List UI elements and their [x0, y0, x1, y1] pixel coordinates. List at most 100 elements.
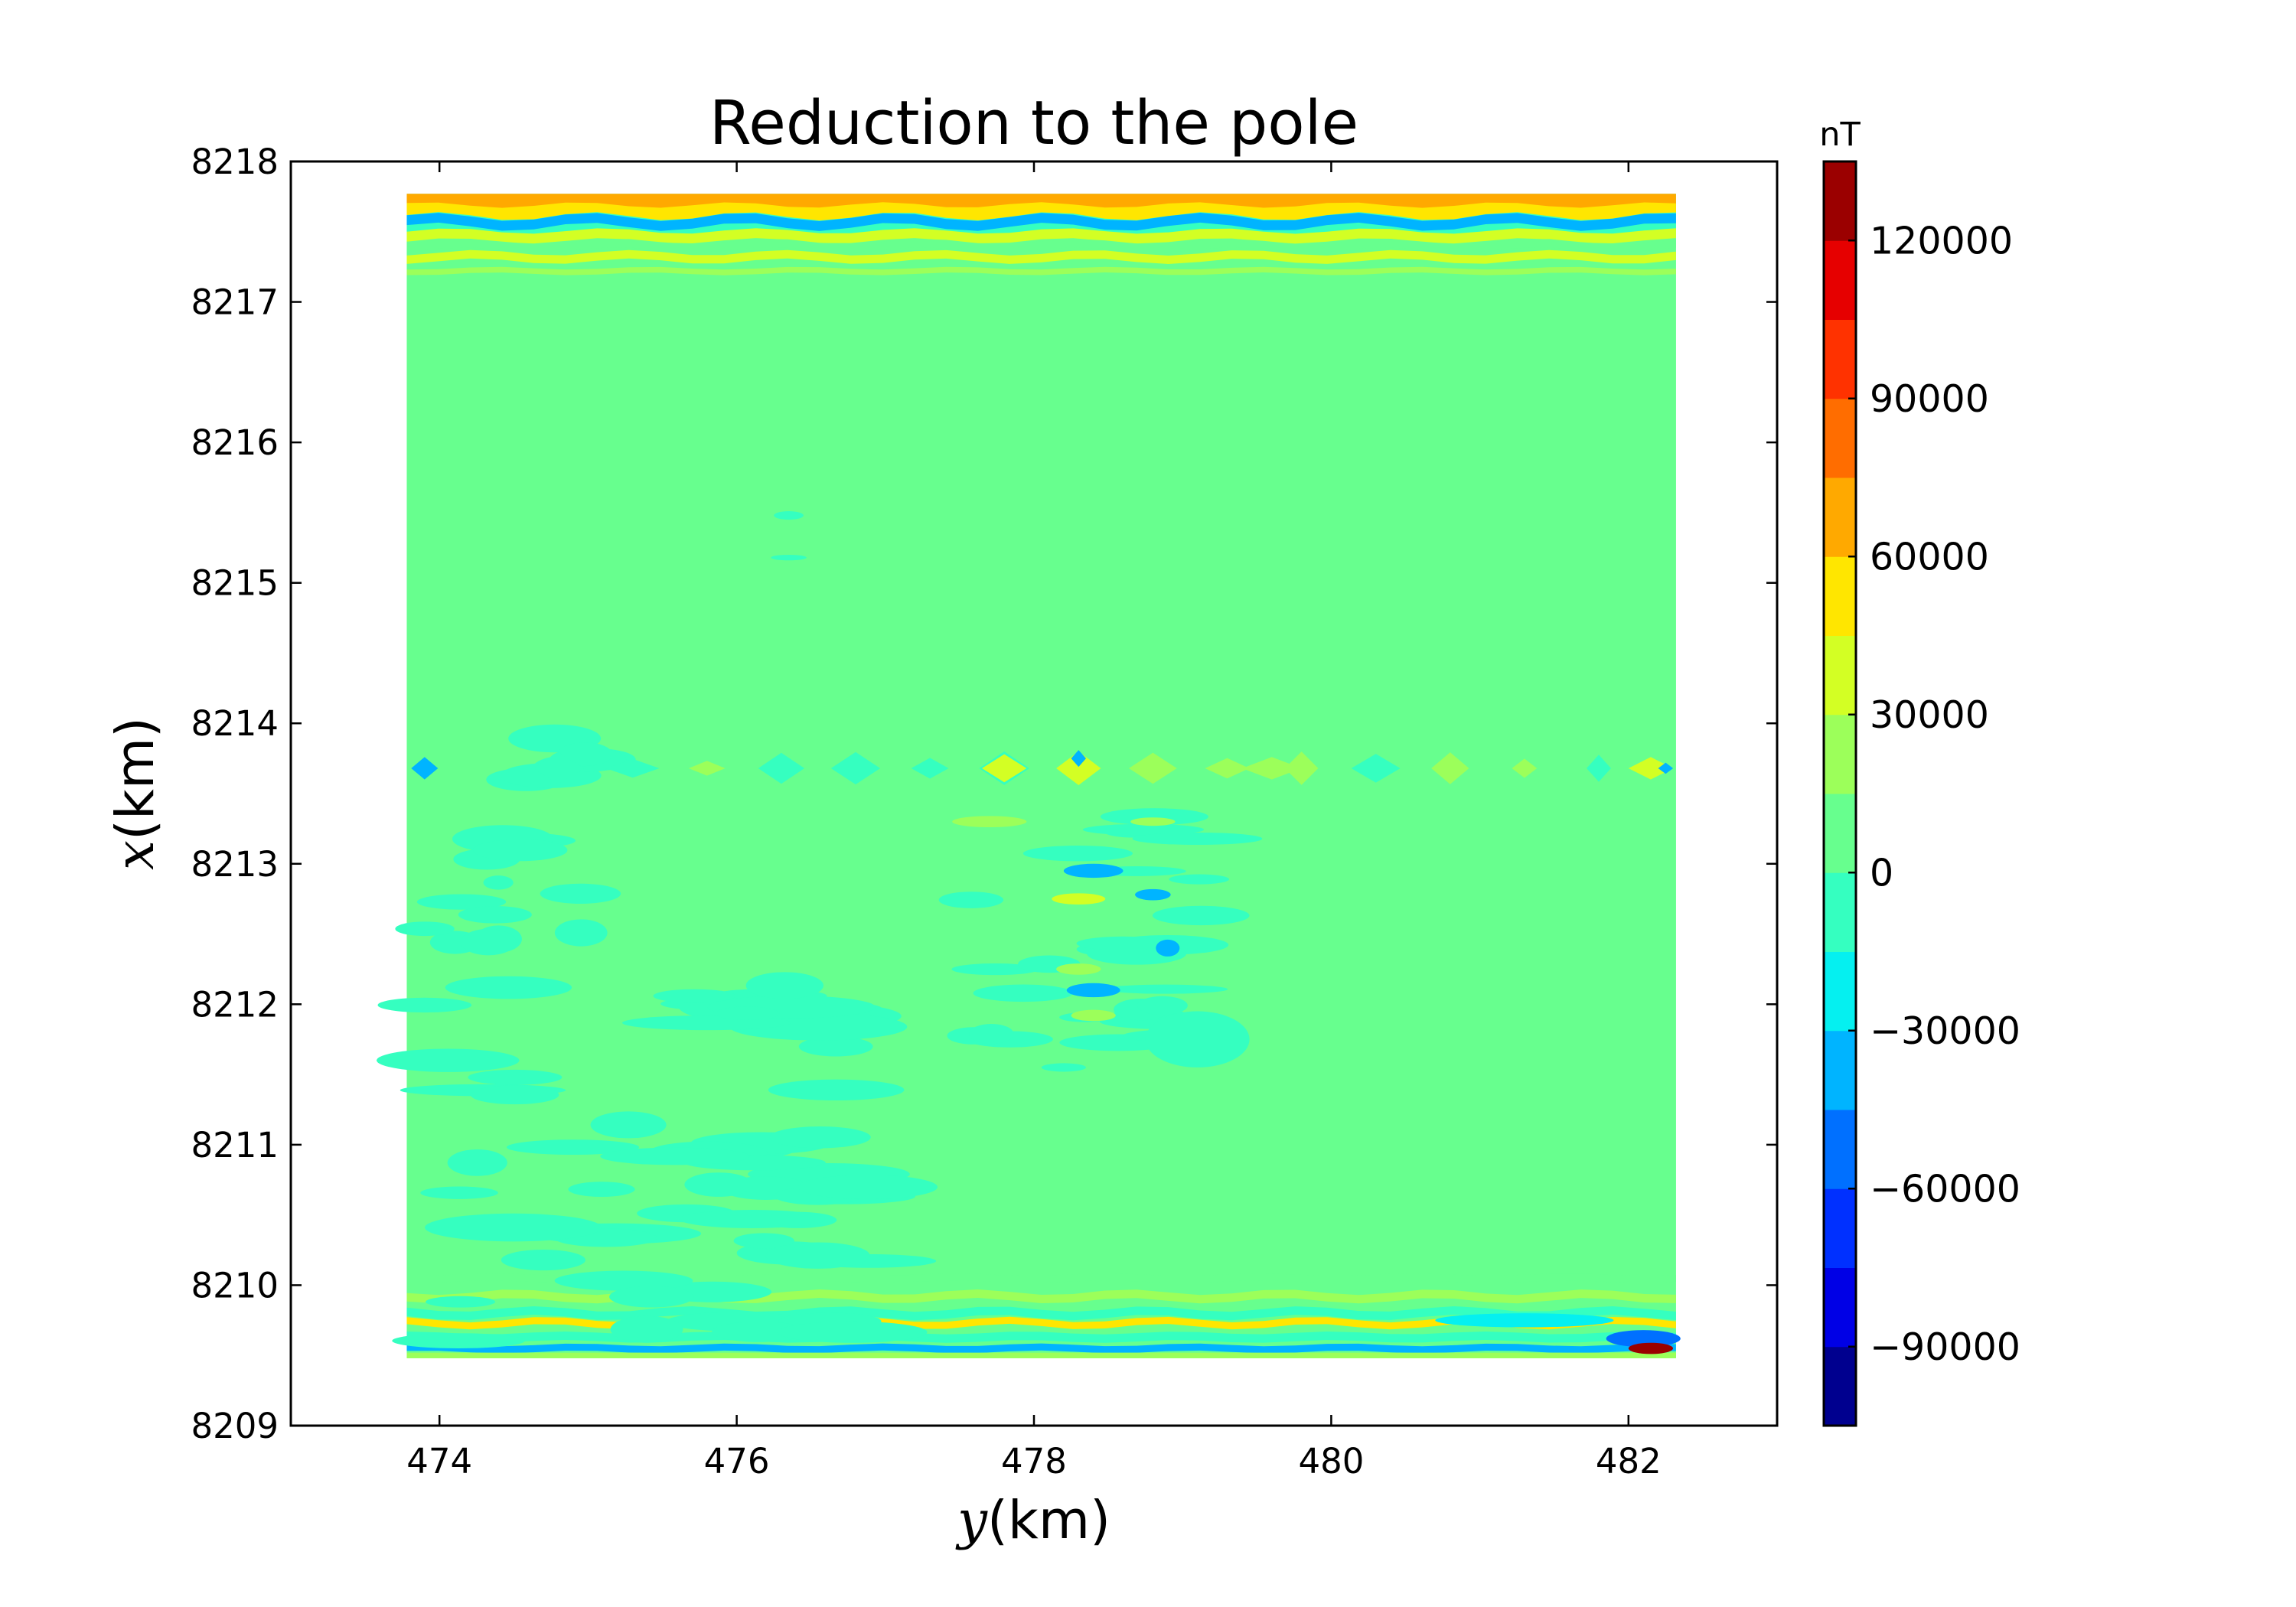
colorbar-swatch — [1824, 1267, 1856, 1348]
background-level-region — [406, 194, 1676, 1358]
y-tick-label: 8217 — [191, 282, 279, 323]
southwest-negative-patch — [377, 997, 472, 1013]
colorbar-swatch — [1824, 1110, 1856, 1189]
central-anomaly-lime3 — [952, 816, 1027, 828]
colorbar-unit-label: nT — [1819, 116, 1861, 154]
north-band-lime — [406, 228, 1676, 244]
midline-lime-east — [1241, 757, 1302, 780]
southwest-negative-patch — [468, 1069, 563, 1085]
colorbar-swatch — [1824, 794, 1856, 873]
colorbar: −90000 −60000 −30000 0 30000 60000 90000 120000… — [1819, 116, 2020, 1427]
southwest-negative-patch — [377, 1048, 520, 1072]
x-tick-label: 478 — [1001, 1441, 1067, 1482]
colorbar-swatch — [1824, 872, 1856, 952]
colorbar-swatch — [1824, 1030, 1856, 1110]
midline-anomaly — [1284, 751, 1319, 785]
southwest-negative-patch — [768, 1079, 905, 1100]
colorbar-tick-label: 0 — [1870, 851, 1893, 895]
x-tick-label: 482 — [1596, 1441, 1662, 1482]
southwest-negative-patch — [712, 1322, 807, 1342]
southwest-negative-patch — [447, 1149, 507, 1176]
y-axis-ticks: 8209 8210 8211 8212 8213 8214 8215 8216 8217 8218 — [191, 142, 1777, 1446]
central-anomaly-blue2 — [1135, 888, 1171, 901]
x-tick-label: 480 — [1298, 1441, 1364, 1482]
west-negative-patch — [483, 875, 514, 890]
y-tick-label: 8209 — [191, 1406, 279, 1446]
central-anomaly-lime — [1056, 963, 1101, 975]
colorbar-swatch — [1824, 951, 1856, 1032]
north-central-mark2 — [771, 554, 807, 561]
contour-field — [377, 194, 1681, 1358]
colorbar-swatch — [1824, 398, 1856, 478]
y-tick-label: 8210 — [191, 1265, 279, 1305]
southwest-negative-patch — [445, 976, 572, 999]
southwest-negative-patch — [769, 1126, 871, 1149]
colorbar-tick-label: −30000 — [1870, 1009, 2020, 1053]
midline-lime-far-east — [1628, 757, 1674, 780]
southwest-negative-patch — [470, 1085, 559, 1105]
south-band-weak — [406, 1273, 1676, 1283]
central-anomaly-lime4 — [1130, 817, 1176, 826]
southwest-negative-patch — [733, 1233, 794, 1249]
southwest-negative-patch — [715, 1006, 780, 1021]
colorbar-swatch — [1824, 161, 1856, 241]
south-band-edge — [406, 1352, 1676, 1358]
central-anomaly-cyan — [1041, 1063, 1086, 1072]
colorbar-swatch — [1824, 478, 1856, 557]
colorbar-tick-label: 90000 — [1870, 377, 1989, 421]
southwest-negative-patch — [684, 1172, 753, 1197]
y-tick-label: 8214 — [191, 703, 279, 744]
colorbar-tick-label: 30000 — [1870, 693, 1989, 737]
y-tick-label: 8213 — [191, 844, 279, 885]
x-tick-label: 476 — [704, 1441, 770, 1482]
midline-anomaly — [533, 752, 584, 784]
colorbar-tick-label: −60000 — [1870, 1167, 2020, 1211]
colorbar-swatch — [1824, 1188, 1856, 1268]
south-band-blue — [406, 1343, 1676, 1354]
midline-blue-east — [1658, 762, 1674, 774]
midline-anomaly — [688, 761, 726, 776]
colorbar-swatch — [1824, 635, 1856, 715]
midline-anomaly — [1587, 755, 1611, 782]
southwest-negative-patch — [679, 1209, 826, 1228]
central-anomaly-blue — [1063, 863, 1124, 878]
southwest-negative-patch — [506, 1139, 640, 1156]
west-negative-patch — [458, 906, 532, 924]
central-anomaly-blue4 — [1156, 939, 1180, 957]
west-negative-patch — [461, 928, 517, 956]
midline-blue-west — [411, 757, 439, 780]
southwest-negative-patch — [798, 1036, 873, 1057]
central-negative-patch — [969, 1023, 1014, 1045]
chart-title: Reduction to the pole — [709, 88, 1358, 158]
colorbar-tick-label: −90000 — [1870, 1325, 2020, 1369]
west-negative-patch — [472, 839, 568, 862]
central-negative-patch — [938, 892, 1004, 908]
midline-anomaly — [911, 758, 949, 779]
north-band-yellowgreen — [406, 249, 1676, 264]
colorbar-frame — [1822, 160, 1857, 1427]
southwest-negative-patch — [426, 1296, 495, 1308]
y-axis-title: x(km) — [105, 717, 166, 870]
central-anomaly-lime2 — [1071, 1009, 1116, 1022]
y-tick-label: 8212 — [191, 984, 279, 1025]
colorbar-swatches — [1824, 161, 1856, 1426]
southwest-negative-patch — [501, 1249, 585, 1271]
midline-anomaly — [1129, 752, 1177, 784]
central-negative-patch — [951, 963, 1039, 976]
midline-anomaly — [1351, 754, 1401, 783]
southwest-negative-patch — [608, 1286, 694, 1308]
southwest-negative-patch — [797, 1175, 938, 1200]
southwest-negative-patch — [590, 1111, 667, 1139]
colorbar-ticks: −90000 −60000 −30000 0 30000 60000 90000 120000 — [1848, 219, 2020, 1369]
colorbar-swatch — [1824, 319, 1856, 399]
west-negative-patch — [540, 883, 621, 905]
colorbar-swatch — [1824, 1346, 1856, 1426]
southwest-negative-patch — [392, 1333, 525, 1349]
north-central-mark — [774, 511, 804, 520]
south-east-strong-positive — [1628, 1342, 1674, 1354]
west-negative-patch — [395, 921, 455, 937]
west-negative-patch — [554, 919, 608, 947]
midline-anomaly — [1205, 758, 1250, 779]
southwest-negative-patch — [554, 1270, 693, 1291]
y-tick-label: 8215 — [191, 563, 279, 604]
